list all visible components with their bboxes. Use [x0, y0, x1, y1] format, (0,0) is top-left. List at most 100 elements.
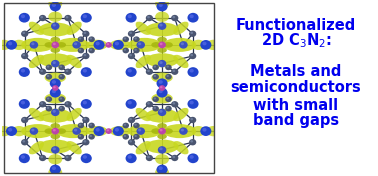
Circle shape [52, 166, 56, 170]
Circle shape [93, 126, 105, 136]
Circle shape [21, 117, 28, 123]
Circle shape [128, 139, 135, 145]
Ellipse shape [45, 93, 66, 103]
Circle shape [53, 129, 56, 131]
Circle shape [79, 124, 81, 126]
Circle shape [181, 42, 184, 45]
Circle shape [128, 117, 135, 123]
Circle shape [66, 102, 68, 105]
Circle shape [83, 69, 87, 73]
Circle shape [90, 124, 92, 126]
Circle shape [21, 139, 28, 145]
Circle shape [158, 166, 163, 170]
Circle shape [83, 101, 87, 104]
Circle shape [133, 36, 140, 42]
Circle shape [82, 117, 90, 123]
Circle shape [79, 37, 81, 40]
Circle shape [105, 128, 112, 134]
Circle shape [51, 146, 60, 154]
Circle shape [200, 40, 211, 50]
Circle shape [53, 110, 56, 113]
Circle shape [172, 70, 175, 72]
Circle shape [60, 107, 62, 109]
Circle shape [52, 85, 59, 91]
Circle shape [128, 101, 132, 104]
Circle shape [64, 68, 71, 75]
Circle shape [115, 42, 119, 45]
Ellipse shape [163, 38, 196, 52]
Ellipse shape [174, 22, 189, 35]
Ellipse shape [39, 53, 72, 67]
Circle shape [156, 78, 167, 88]
Circle shape [93, 40, 105, 50]
Ellipse shape [51, 47, 60, 53]
Circle shape [6, 126, 17, 136]
Circle shape [83, 14, 87, 18]
Ellipse shape [110, 40, 131, 50]
Circle shape [122, 48, 129, 53]
Circle shape [179, 41, 188, 49]
Circle shape [125, 99, 137, 109]
Circle shape [125, 13, 137, 23]
Circle shape [153, 107, 156, 109]
Ellipse shape [128, 124, 161, 138]
Circle shape [39, 155, 46, 161]
Circle shape [187, 67, 198, 77]
Circle shape [165, 106, 172, 111]
Circle shape [160, 147, 163, 150]
Circle shape [146, 15, 153, 21]
Circle shape [160, 110, 163, 113]
Ellipse shape [45, 73, 66, 83]
Circle shape [29, 127, 38, 135]
Circle shape [129, 32, 132, 34]
Text: 2D C$_3$N$_2$:: 2D C$_3$N$_2$: [260, 32, 332, 50]
Circle shape [64, 155, 71, 161]
Circle shape [77, 134, 84, 140]
Circle shape [160, 24, 163, 27]
Ellipse shape [136, 55, 151, 68]
Ellipse shape [45, 42, 54, 48]
Circle shape [158, 80, 163, 84]
Circle shape [39, 15, 46, 21]
Ellipse shape [191, 126, 205, 136]
Circle shape [153, 75, 156, 77]
Circle shape [128, 53, 135, 59]
Ellipse shape [29, 55, 44, 68]
Circle shape [46, 96, 52, 102]
Ellipse shape [48, 167, 62, 176]
Circle shape [166, 107, 169, 109]
Circle shape [88, 123, 95, 128]
Circle shape [82, 31, 90, 37]
Circle shape [133, 123, 140, 128]
Circle shape [84, 32, 86, 34]
Circle shape [191, 32, 193, 34]
Circle shape [171, 101, 178, 108]
Circle shape [8, 128, 12, 132]
Circle shape [79, 49, 81, 51]
Circle shape [133, 48, 140, 53]
Circle shape [147, 16, 150, 18]
Circle shape [135, 135, 137, 137]
Circle shape [128, 69, 132, 73]
Circle shape [52, 80, 56, 84]
Circle shape [51, 60, 60, 67]
Ellipse shape [51, 123, 60, 129]
Circle shape [22, 32, 25, 34]
Circle shape [189, 14, 194, 18]
Circle shape [72, 41, 81, 49]
Circle shape [51, 109, 60, 116]
Circle shape [59, 106, 65, 111]
Circle shape [53, 24, 56, 27]
Circle shape [105, 42, 112, 48]
Circle shape [59, 96, 65, 102]
Circle shape [172, 102, 175, 105]
Circle shape [50, 2, 61, 11]
Circle shape [166, 65, 169, 68]
Circle shape [124, 49, 126, 51]
Text: with small: with small [253, 98, 339, 112]
Circle shape [125, 67, 137, 77]
Circle shape [60, 97, 62, 100]
Ellipse shape [136, 22, 151, 35]
Circle shape [90, 37, 92, 40]
Circle shape [165, 65, 172, 70]
